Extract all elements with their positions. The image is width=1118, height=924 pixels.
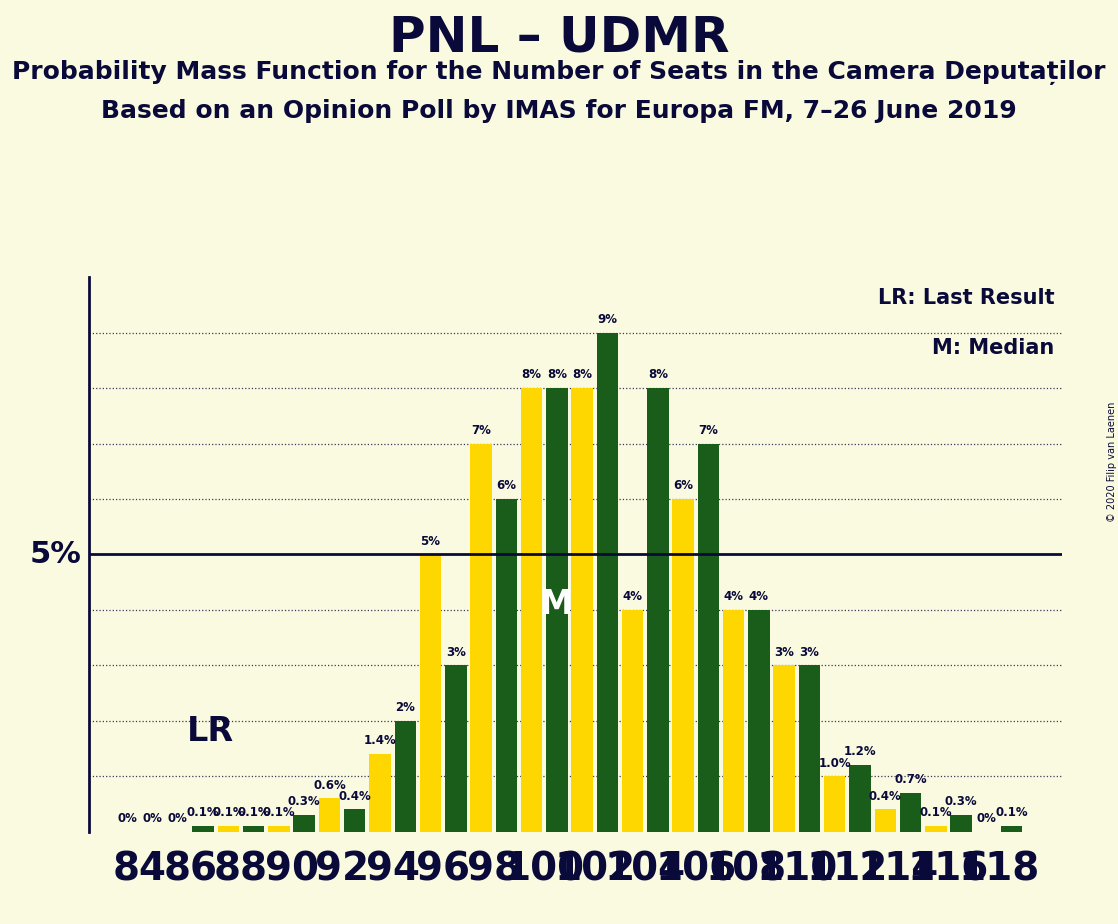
Bar [774,665,795,832]
Bar [218,826,239,832]
Bar [925,826,947,832]
Text: 0.1%: 0.1% [187,807,219,820]
Bar [622,610,643,832]
Text: 8%: 8% [522,369,541,382]
Text: PNL – UDMR: PNL – UDMR [389,14,729,62]
Bar [571,388,593,832]
Text: 5%: 5% [30,540,82,569]
Bar [495,499,517,832]
Text: M: M [540,588,574,621]
Text: 0.4%: 0.4% [339,790,371,803]
Bar [419,554,442,832]
Text: 0.1%: 0.1% [237,807,269,820]
Bar [445,665,466,832]
Text: 0.1%: 0.1% [263,807,295,820]
Bar [597,333,618,832]
Bar [521,388,542,832]
Text: © 2020 Filip van Laenen: © 2020 Filip van Laenen [1108,402,1117,522]
Text: 0.3%: 0.3% [287,796,321,808]
Text: 0.1%: 0.1% [919,807,953,820]
Text: 7%: 7% [471,424,491,437]
Text: 0.1%: 0.1% [995,807,1027,820]
Text: 3%: 3% [775,646,794,659]
Bar [471,444,492,832]
Text: 0%: 0% [143,812,162,825]
Text: 4%: 4% [723,590,743,603]
Text: 4%: 4% [749,590,769,603]
Bar [850,765,871,832]
Text: 8%: 8% [572,369,593,382]
Bar [319,798,340,832]
Bar [950,815,972,832]
Bar [293,815,315,832]
Bar [672,499,694,832]
Text: LR: Last Result: LR: Last Result [878,288,1054,309]
Text: 7%: 7% [699,424,719,437]
Text: Based on an Opinion Poll by IMAS for Europa FM, 7–26 June 2019: Based on an Opinion Poll by IMAS for Eur… [101,99,1017,123]
Text: Probability Mass Function for the Number of Seats in the Camera Deputaților: Probability Mass Function for the Number… [12,60,1106,85]
Text: 8%: 8% [647,369,667,382]
Bar [546,388,568,832]
Text: 1.2%: 1.2% [844,746,877,759]
Text: 2%: 2% [396,701,415,714]
Text: 0%: 0% [168,812,188,825]
Text: 0.1%: 0.1% [212,807,245,820]
Bar [874,809,896,832]
Bar [798,665,821,832]
Text: LR: LR [187,715,235,748]
Bar [369,754,390,832]
Text: 3%: 3% [799,646,819,659]
Text: 1.0%: 1.0% [818,757,851,770]
Text: 0.3%: 0.3% [945,796,977,808]
Text: 0%: 0% [976,812,996,825]
Text: 5%: 5% [420,535,440,548]
Text: 0.7%: 0.7% [894,773,927,786]
Bar [647,388,669,832]
Bar [723,610,745,832]
Text: 9%: 9% [597,313,617,326]
Bar [268,826,290,832]
Text: 0.4%: 0.4% [869,790,901,803]
Text: 3%: 3% [446,646,466,659]
Text: 6%: 6% [496,480,517,492]
Bar [344,809,366,832]
Bar [698,444,719,832]
Text: 4%: 4% [623,590,643,603]
Text: 0%: 0% [117,812,138,825]
Bar [824,776,845,832]
Text: 0.6%: 0.6% [313,779,345,792]
Text: 1.4%: 1.4% [363,735,397,748]
Bar [192,826,214,832]
Bar [243,826,264,832]
Bar [1001,826,1022,832]
Bar [748,610,769,832]
Bar [900,793,921,832]
Bar [395,721,416,832]
Text: 8%: 8% [547,369,567,382]
Text: M: Median: M: Median [932,338,1054,359]
Text: 6%: 6% [673,480,693,492]
